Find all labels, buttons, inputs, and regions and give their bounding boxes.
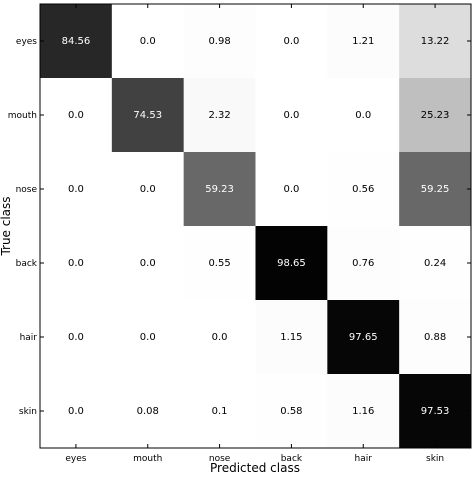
heatmap-cell xyxy=(183,78,256,153)
cell-value-label: 25.23 xyxy=(421,110,450,121)
heatmap-cell xyxy=(111,152,185,227)
cell-value-label: 97.65 xyxy=(349,332,378,343)
cell-value-label: 0.0 xyxy=(68,332,84,343)
heatmap-cell xyxy=(399,152,472,227)
cell-value-label: 0.76 xyxy=(352,258,374,269)
heatmap-cell xyxy=(183,300,256,375)
x-tick-label: mouth xyxy=(133,454,162,464)
cell-value-label: 0.0 xyxy=(140,184,156,195)
heatmap-cell xyxy=(183,4,256,79)
heatmap-cell xyxy=(111,374,185,449)
cell-value-label: 0.98 xyxy=(208,36,230,47)
cell-value-label: 0.1 xyxy=(212,406,228,417)
cell-value-label: 0.08 xyxy=(137,406,159,417)
x-tick-label: back xyxy=(281,454,303,464)
heatmap-cell xyxy=(111,4,185,79)
heatmap-cell xyxy=(327,78,400,153)
heatmap-cell xyxy=(255,300,328,375)
cell-value-label: 0.88 xyxy=(424,332,446,343)
cell-value-label: 0.0 xyxy=(283,36,299,47)
heatmap-cell xyxy=(111,226,185,301)
cell-value-label: 0.0 xyxy=(68,184,84,195)
y-tick-label: hair xyxy=(20,333,38,343)
x-tick-label: nose xyxy=(209,454,231,464)
heatmap-cell xyxy=(399,374,472,449)
cell-value-label: 84.56 xyxy=(62,36,91,47)
heatmap-cell xyxy=(183,226,256,301)
cell-value-label: 0.0 xyxy=(355,110,371,121)
cell-value-label: 0.0 xyxy=(140,332,156,343)
cell-value-label: 0.24 xyxy=(424,258,446,269)
cell-value-label: 0.0 xyxy=(140,36,156,47)
cell-value-label: 0.0 xyxy=(68,406,84,417)
heatmap-cell xyxy=(255,4,328,79)
y-tick-labels: eyes mouth nose back hair skin xyxy=(8,37,38,417)
cell-value-label: 74.53 xyxy=(133,110,162,121)
heatmap-cell xyxy=(40,4,113,79)
cell-value-label: 0.0 xyxy=(283,110,299,121)
cell-value-label: 0.0 xyxy=(140,258,156,269)
heatmap-cell xyxy=(327,300,400,375)
y-tick-label: mouth xyxy=(8,111,37,121)
heatmap-cell xyxy=(255,78,328,153)
cell-value-label: 1.15 xyxy=(280,332,302,343)
y-tick-label: back xyxy=(16,259,38,269)
y-tick-label: nose xyxy=(16,185,38,195)
cell-value-label: 13.22 xyxy=(421,36,450,47)
cell-value-label: 59.23 xyxy=(205,184,234,195)
cell-value-label: 0.0 xyxy=(68,258,84,269)
y-tick-label: skin xyxy=(19,407,37,417)
cell-value-label: 0.0 xyxy=(212,332,228,343)
heatmap-cell xyxy=(399,4,472,79)
heatmap-cell xyxy=(40,152,113,227)
cell-value-label: 0.58 xyxy=(280,406,302,417)
cell-value-label: 1.21 xyxy=(352,36,374,47)
axis-ticks xyxy=(40,4,471,448)
heatmap-cell xyxy=(399,300,472,375)
heatmap-cells: 84.56 0.0 0.98 0.0 1.21 13.22 0.0 74.53 2.32 0.0 0… xyxy=(40,4,472,449)
x-tick-label: eyes xyxy=(65,454,86,464)
heatmap-cell xyxy=(327,226,400,301)
cell-value-label: 59.25 xyxy=(421,184,450,195)
cell-value-label: 0.56 xyxy=(352,184,374,195)
cell-value-label: 98.65 xyxy=(277,258,306,269)
heatmap-cell xyxy=(327,152,400,227)
heatmap-cell xyxy=(399,78,472,153)
heatmap-cell xyxy=(40,78,113,153)
heatmap-cell xyxy=(255,226,328,301)
cell-value-label: 0.0 xyxy=(68,110,84,121)
y-axis-label: True class xyxy=(0,196,13,256)
x-axis-label: Predicted class xyxy=(210,461,300,475)
heatmap-cell xyxy=(399,226,472,301)
cell-value-label: 0.0 xyxy=(283,184,299,195)
x-tick-labels: eyes mouth nose back hair skin xyxy=(65,454,444,464)
heatmap-cell xyxy=(40,226,113,301)
heatmap-cell xyxy=(183,152,256,227)
heatmap-cell xyxy=(111,78,185,153)
y-tick-label: eyes xyxy=(16,37,37,47)
heatmap-cell xyxy=(327,374,400,449)
heatmap-cell xyxy=(40,300,113,375)
x-tick-label: hair xyxy=(355,454,373,464)
heatmap-cell xyxy=(183,374,256,449)
heatmap-cell xyxy=(40,374,113,449)
cell-value-label: 97.53 xyxy=(421,406,450,417)
plot-frame xyxy=(39,3,472,449)
heatmap-cell xyxy=(255,152,328,227)
heatmap-cell xyxy=(327,4,400,79)
cell-value-label: 1.16 xyxy=(352,406,374,417)
cell-value-label: 2.32 xyxy=(208,110,230,121)
heatmap-cell xyxy=(111,300,185,375)
cell-value-label: 0.55 xyxy=(208,258,230,269)
heatmap-cell xyxy=(255,374,328,449)
x-tick-label: skin xyxy=(426,454,444,464)
